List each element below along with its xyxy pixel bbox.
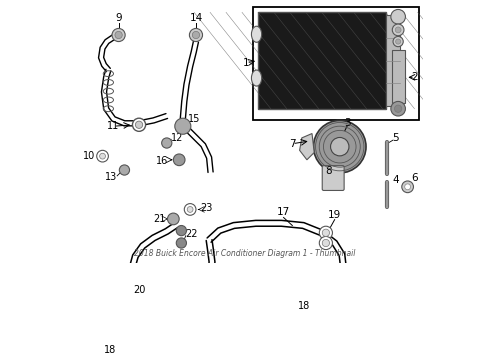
Text: 2018 Buick Encore Air Conditioner Diagram 1 - Thumbnail: 2018 Buick Encore Air Conditioner Diagra… <box>134 249 354 258</box>
Bar <box>258 12 385 109</box>
Circle shape <box>167 213 179 225</box>
Text: 12: 12 <box>170 133 183 143</box>
Circle shape <box>162 138 171 148</box>
Circle shape <box>176 225 186 236</box>
Circle shape <box>174 118 190 134</box>
Circle shape <box>401 181 413 193</box>
Circle shape <box>319 237 332 249</box>
Text: 9: 9 <box>115 13 122 23</box>
Circle shape <box>301 294 306 300</box>
Circle shape <box>322 229 329 237</box>
Circle shape <box>322 239 329 247</box>
Circle shape <box>390 9 405 24</box>
Circle shape <box>187 207 193 212</box>
Circle shape <box>298 291 309 303</box>
Bar <box>252 6 418 120</box>
Circle shape <box>135 121 142 129</box>
Circle shape <box>301 284 306 290</box>
Ellipse shape <box>251 26 261 42</box>
Circle shape <box>148 288 159 298</box>
Text: 6: 6 <box>411 173 417 183</box>
Text: 18: 18 <box>103 345 116 355</box>
Text: 20: 20 <box>133 285 145 296</box>
Circle shape <box>173 154 184 166</box>
FancyBboxPatch shape <box>124 337 165 360</box>
Circle shape <box>176 238 186 248</box>
Text: 2: 2 <box>411 72 417 82</box>
Text: 14: 14 <box>189 13 202 23</box>
Text: 10: 10 <box>83 151 95 161</box>
Text: 23: 23 <box>200 203 212 213</box>
Circle shape <box>97 150 108 162</box>
Text: 11: 11 <box>107 121 120 131</box>
Circle shape <box>129 359 137 360</box>
Circle shape <box>192 31 199 39</box>
Circle shape <box>319 226 332 239</box>
Circle shape <box>129 350 137 357</box>
Text: 4: 4 <box>392 175 398 185</box>
Bar <box>385 15 400 106</box>
Circle shape <box>395 39 400 44</box>
Circle shape <box>394 27 400 33</box>
Circle shape <box>330 138 348 156</box>
Text: 18: 18 <box>297 301 309 311</box>
Text: 19: 19 <box>327 210 341 220</box>
Circle shape <box>298 281 309 293</box>
Circle shape <box>404 184 410 190</box>
Text: 13: 13 <box>105 172 117 182</box>
Circle shape <box>129 342 137 349</box>
FancyBboxPatch shape <box>322 166 344 190</box>
Circle shape <box>132 118 145 131</box>
Text: 16: 16 <box>156 156 168 166</box>
Text: 5: 5 <box>392 133 398 143</box>
Text: 22: 22 <box>185 229 198 239</box>
Circle shape <box>392 36 403 47</box>
Circle shape <box>390 102 405 116</box>
Circle shape <box>313 120 366 173</box>
Circle shape <box>115 31 122 39</box>
Text: 8: 8 <box>325 166 331 176</box>
Circle shape <box>189 28 202 41</box>
Text: 15: 15 <box>187 114 200 124</box>
Circle shape <box>100 153 105 159</box>
Text: 7: 7 <box>288 139 295 149</box>
Text: 1: 1 <box>243 58 249 68</box>
Bar <box>391 50 404 103</box>
Text: 21: 21 <box>153 214 165 224</box>
Circle shape <box>394 105 401 112</box>
Polygon shape <box>299 134 314 160</box>
Text: 17: 17 <box>276 207 289 217</box>
Circle shape <box>391 24 403 36</box>
Circle shape <box>119 165 129 175</box>
Text: 3: 3 <box>343 118 349 128</box>
Ellipse shape <box>251 70 261 86</box>
Circle shape <box>112 28 125 41</box>
Circle shape <box>184 204 196 215</box>
